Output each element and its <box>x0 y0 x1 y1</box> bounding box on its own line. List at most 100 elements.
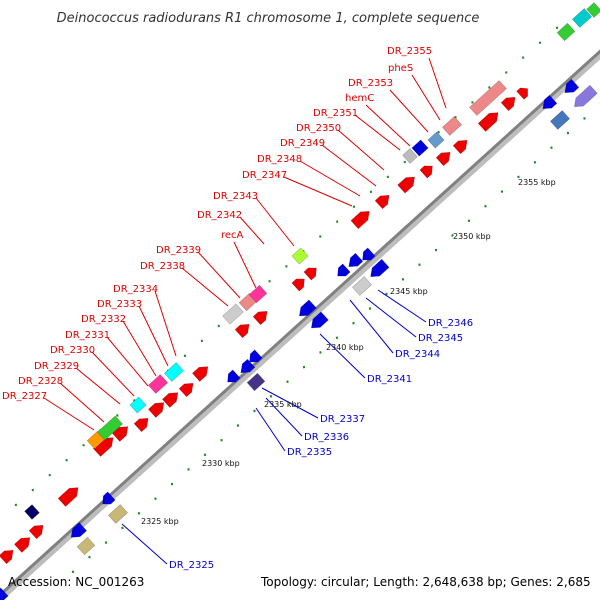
gene-forward-8[interactable] <box>161 389 181 408</box>
gene-label-dr-2350[interactable]: DR_2350 <box>296 123 341 134</box>
gene-forward-2[interactable] <box>28 521 47 540</box>
gene-label-dr-2329[interactable]: DR_2329 <box>34 361 79 372</box>
gene-forward-16[interactable] <box>374 191 393 210</box>
gene-box-indigo[interactable] <box>246 372 266 392</box>
gene-label-dr-2342[interactable]: DR_2342 <box>197 210 242 221</box>
gene-label-dr-2345[interactable]: DR_2345 <box>418 333 463 344</box>
gene-forward-14[interactable] <box>303 264 320 281</box>
gene-box-grey-rev[interactable] <box>351 276 373 296</box>
backbone-shadow <box>0 51 600 600</box>
gene-forward-21[interactable] <box>477 109 502 132</box>
gene-box-teal[interactable] <box>571 8 593 28</box>
gene-reverse-9[interactable] <box>345 252 364 271</box>
gene-reverse-4[interactable] <box>237 358 256 377</box>
gene-label-dr-2333[interactable]: DR_2333 <box>97 299 142 310</box>
gene-box-grey[interactable] <box>222 303 244 325</box>
gene-label-dr-2337[interactable]: DR_2337 <box>320 414 365 425</box>
gene-label-dr-2334[interactable]: DR_2334 <box>113 284 158 295</box>
gene-reverse-11[interactable] <box>367 258 390 281</box>
gene-box-blue-fwd[interactable] <box>411 139 429 157</box>
gene-reverse-6[interactable] <box>296 299 317 320</box>
gene-box-pink[interactable] <box>147 374 169 394</box>
gene-label-dr-2349[interactable]: DR_2349 <box>280 138 325 149</box>
gene-forward-1[interactable] <box>13 534 33 553</box>
gene-forward-15[interactable] <box>350 207 373 230</box>
gene-forward-11[interactable] <box>234 320 253 339</box>
leader-reverse-2 <box>265 397 303 437</box>
gene-forward-17[interactable] <box>397 173 419 194</box>
gene-forward-10[interactable] <box>191 363 211 382</box>
gene-forward-7[interactable] <box>147 399 167 418</box>
gene-label-dr-2348[interactable]: DR_2348 <box>257 154 302 165</box>
gene-box-cyan-small[interactable] <box>129 396 147 414</box>
gene-label-dr-2325[interactable]: DR_2325 <box>169 560 214 571</box>
gene-forward-23[interactable] <box>516 85 532 100</box>
leader-reverse-7 <box>377 289 427 323</box>
gene-label-hemc[interactable]: hemC <box>345 93 374 104</box>
gene-reverse-13[interactable] <box>561 78 580 97</box>
leader-forward-8 <box>181 267 229 307</box>
leader-reverse-5 <box>349 299 394 354</box>
gene-forward-18[interactable] <box>419 162 436 179</box>
gene-forward-13[interactable] <box>291 275 308 292</box>
gene-label-dr-2353[interactable]: DR_2353 <box>348 78 393 89</box>
gene-box-green[interactable] <box>96 415 124 441</box>
scale-label: 2325 kbp <box>141 517 179 526</box>
gene-box-salmon-long[interactable] <box>469 80 507 116</box>
gene-reverse-0[interactable] <box>24 504 40 520</box>
gene-label-dr-2338[interactable]: DR_2338 <box>140 261 185 272</box>
gene-forward-3[interactable] <box>57 484 82 507</box>
leader-forward-19 <box>389 89 429 133</box>
gene-box-grey-2[interactable] <box>402 148 418 164</box>
gene-reverse-edge[interactable] <box>0 587 9 600</box>
leader-forward-13 <box>283 176 353 207</box>
gene-label-dr-2347[interactable]: DR_2347 <box>242 170 287 181</box>
gene-label-dr-2351[interactable]: DR_2351 <box>313 108 358 119</box>
gene-box-salmon-2[interactable] <box>441 116 463 136</box>
gene-label-dr-2355[interactable]: DR_2355 <box>387 46 432 57</box>
gene-box-green-3[interactable] <box>586 2 600 18</box>
gene-box-khaki[interactable] <box>76 536 96 556</box>
gene-forward-12[interactable] <box>252 307 271 326</box>
gene-label-dr-2327[interactable]: DR_2327 <box>2 391 47 402</box>
gene-box-green-2[interactable] <box>556 22 576 42</box>
gene-label-dr-2341[interactable]: DR_2341 <box>367 374 412 385</box>
gene-forward-9[interactable] <box>178 379 197 398</box>
gene-box-pink-2[interactable] <box>248 284 268 304</box>
gene-box-khaki-2[interactable] <box>107 504 129 524</box>
gene-label-dr-2328[interactable]: DR_2328 <box>18 376 63 387</box>
gene-label-dr-2339[interactable]: DR_2339 <box>156 245 201 256</box>
gene-label-phes[interactable]: pheS <box>388 63 413 74</box>
gene-label-reca[interactable]: recA <box>221 230 244 241</box>
leader-forward-10 <box>233 241 257 289</box>
gene-label-dr-2335[interactable]: DR_2335 <box>287 447 332 458</box>
gene-reverse-7[interactable] <box>308 311 329 332</box>
gene-box-lime[interactable] <box>291 247 309 265</box>
gene-label-dr-2336[interactable]: DR_2336 <box>304 432 349 443</box>
gene-label-dr-2343[interactable]: DR_2343 <box>213 191 258 202</box>
gene-box-cyan[interactable] <box>163 362 185 382</box>
gene-label-dr-2346[interactable]: DR_2346 <box>428 318 473 329</box>
gene-reverse-2[interactable] <box>99 491 116 508</box>
gene-forward-5[interactable] <box>111 423 131 442</box>
gene-forward-19[interactable] <box>435 148 454 167</box>
gene-label-dr-2332[interactable]: DR_2332 <box>81 314 126 325</box>
gene-reverse-12[interactable] <box>539 94 558 113</box>
gene-box-steel[interactable] <box>427 131 445 149</box>
gene-label-dr-2344[interactable]: DR_2344 <box>395 349 440 360</box>
gene-forward-0[interactable] <box>0 546 17 565</box>
gene-label-dr-2331[interactable]: DR_2331 <box>65 330 110 341</box>
gene-forward-20[interactable] <box>452 136 471 155</box>
gene-reverse-14[interactable] <box>571 84 598 111</box>
gene-forward-22[interactable] <box>500 93 519 112</box>
scale-label: 2335 kbp <box>264 400 302 409</box>
leader-forward-6 <box>138 305 169 367</box>
gene-box-steel-rev[interactable] <box>549 110 571 130</box>
gene-forward-6[interactable] <box>133 414 152 433</box>
gene-reverse-5[interactable] <box>246 349 263 366</box>
gene-reverse-10[interactable] <box>359 247 376 264</box>
gene-reverse-3[interactable] <box>224 369 241 386</box>
gene-label-dr-2330[interactable]: DR_2330 <box>50 345 95 356</box>
gene-reverse-1[interactable] <box>67 522 88 542</box>
gene-reverse-8[interactable] <box>334 263 351 280</box>
